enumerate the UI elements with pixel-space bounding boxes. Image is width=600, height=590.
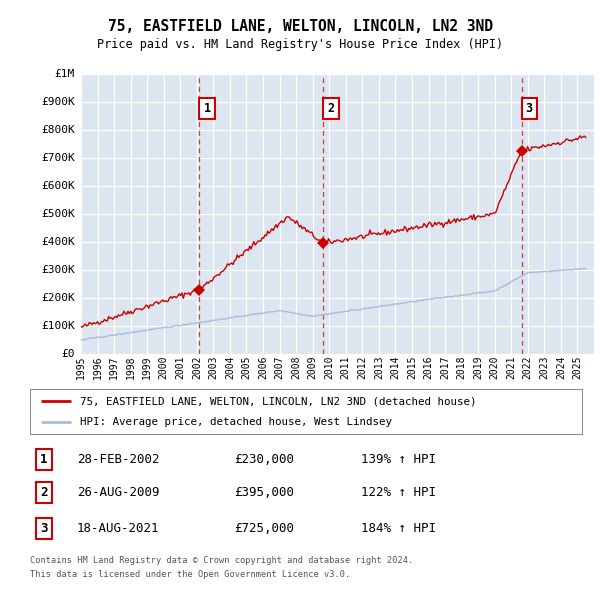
Text: 75, EASTFIELD LANE, WELTON, LINCOLN, LN2 3ND (detached house): 75, EASTFIELD LANE, WELTON, LINCOLN, LN2… — [80, 396, 476, 407]
Text: 3: 3 — [526, 102, 533, 115]
Text: 18-AUG-2021: 18-AUG-2021 — [77, 522, 160, 535]
Text: £400K: £400K — [41, 237, 75, 247]
Text: 122% ↑ HPI: 122% ↑ HPI — [361, 486, 436, 499]
Text: 2: 2 — [328, 102, 335, 115]
Text: Price paid vs. HM Land Registry's House Price Index (HPI): Price paid vs. HM Land Registry's House … — [97, 38, 503, 51]
Text: £800K: £800K — [41, 125, 75, 135]
Text: 3: 3 — [40, 522, 47, 535]
Text: £500K: £500K — [41, 209, 75, 219]
Text: £725,000: £725,000 — [234, 522, 294, 535]
Text: Contains HM Land Registry data © Crown copyright and database right 2024.: Contains HM Land Registry data © Crown c… — [30, 556, 413, 565]
Text: £230,000: £230,000 — [234, 453, 294, 466]
Text: This data is licensed under the Open Government Licence v3.0.: This data is licensed under the Open Gov… — [30, 570, 350, 579]
Text: 184% ↑ HPI: 184% ↑ HPI — [361, 522, 436, 535]
Text: 1: 1 — [203, 102, 211, 115]
Text: 2: 2 — [40, 486, 47, 499]
Text: 139% ↑ HPI: 139% ↑ HPI — [361, 453, 436, 466]
Text: £1M: £1M — [55, 69, 75, 78]
Text: 75, EASTFIELD LANE, WELTON, LINCOLN, LN2 3ND: 75, EASTFIELD LANE, WELTON, LINCOLN, LN2… — [107, 19, 493, 34]
Text: 26-AUG-2009: 26-AUG-2009 — [77, 486, 160, 499]
Text: HPI: Average price, detached house, West Lindsey: HPI: Average price, detached house, West… — [80, 417, 392, 427]
Text: £0: £0 — [61, 349, 75, 359]
Text: £200K: £200K — [41, 293, 75, 303]
Text: £395,000: £395,000 — [234, 486, 294, 499]
Text: £100K: £100K — [41, 321, 75, 331]
Text: 1: 1 — [40, 453, 47, 466]
Text: £300K: £300K — [41, 265, 75, 275]
Text: £700K: £700K — [41, 153, 75, 163]
Text: 28-FEB-2002: 28-FEB-2002 — [77, 453, 160, 466]
Text: £900K: £900K — [41, 97, 75, 107]
Text: £600K: £600K — [41, 181, 75, 191]
